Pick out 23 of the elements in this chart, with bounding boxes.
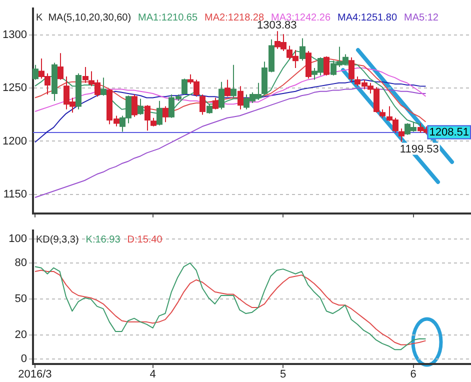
ref-line-label: 1208.51: [429, 126, 469, 139]
annotation: 1199.53: [400, 143, 439, 156]
legend-title: K MA(5,10,20,30,60): [36, 12, 132, 24]
x-tick-label: 5: [280, 368, 286, 381]
y-tick-label: 1150: [3, 188, 27, 200]
text: D:15.40: [127, 234, 163, 246]
text: MA1:1210.65: [138, 12, 198, 24]
y-tick-label: 100: [8, 233, 27, 246]
y-tick-label: 0: [20, 353, 27, 366]
y-tick-label: 1200: [2, 135, 27, 148]
text: MA5:12: [404, 12, 439, 24]
y-tick-label: 20: [14, 329, 27, 342]
x-tick-label: 6: [410, 368, 416, 381]
text: K:16.93: [86, 234, 121, 246]
y-tick-label: 80: [14, 257, 27, 270]
annotation: 1303.83: [256, 20, 297, 32]
y-tick-label: 50: [14, 293, 27, 306]
x-tick-label: 2016/3: [18, 368, 52, 381]
x-tick-label: 4: [150, 368, 156, 381]
text: MA4:1251.80: [338, 12, 398, 24]
legend-title: KD(9,3,3): [36, 234, 79, 246]
y-tick-label: 1300: [2, 29, 27, 42]
y-tick-label: 1250: [2, 82, 27, 94]
